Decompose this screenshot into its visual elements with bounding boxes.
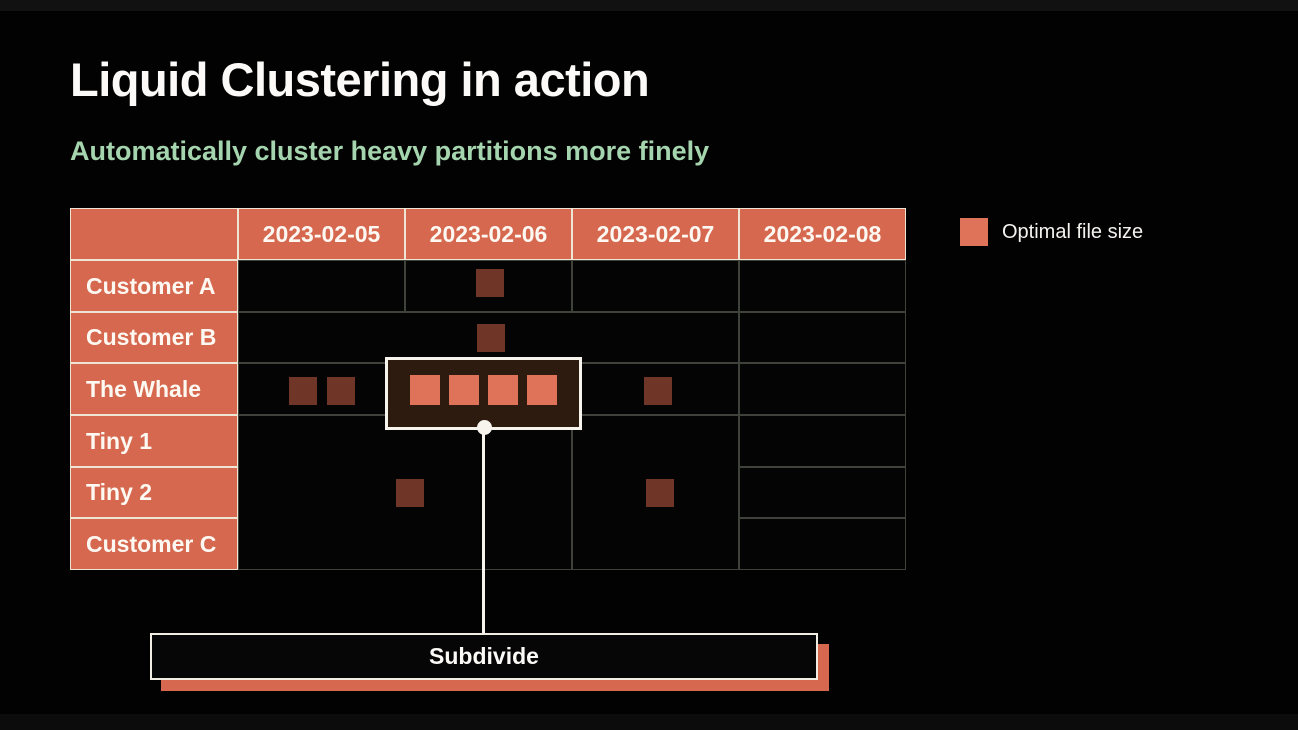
row-label-customer-a: Customer A bbox=[70, 260, 238, 312]
cell-the-whale-2023-02-07 bbox=[572, 363, 739, 415]
cell-customer-a-2023-02-05 bbox=[238, 260, 405, 312]
cell-the-whale-2023-02-05 bbox=[238, 363, 405, 415]
optimal-file-square bbox=[527, 375, 557, 405]
top-letterbox-bar bbox=[0, 0, 1298, 11]
cell-customer-a-2023-02-08 bbox=[739, 260, 906, 312]
cell-customer-a-2023-02-06 bbox=[405, 260, 572, 312]
col-header-date-2: 2023-02-06 bbox=[405, 208, 572, 260]
optimal-file-square bbox=[449, 375, 479, 405]
optimal-file-square bbox=[410, 375, 440, 405]
legend-label: Optimal file size bbox=[1002, 220, 1144, 243]
cell-tiny-rows-merged-0506 bbox=[238, 415, 572, 570]
row-label-customer-c: Customer C bbox=[70, 518, 238, 570]
cell-the-whale-2023-02-08 bbox=[739, 363, 906, 415]
row-label-the-whale: The Whale bbox=[70, 363, 238, 415]
subdivide-label: Subdivide bbox=[429, 643, 539, 669]
cell-customer-b-2023-02-08 bbox=[739, 312, 906, 363]
cell-customer-c-2023-02-08 bbox=[739, 518, 906, 570]
header-empty-cell bbox=[70, 208, 238, 260]
bottom-letterbox-bar bbox=[0, 714, 1298, 730]
cell-tiny-2-2023-02-08 bbox=[739, 467, 906, 518]
row-label-tiny-1: Tiny 1 bbox=[70, 415, 238, 467]
slide-title: Liquid Clustering in action bbox=[70, 53, 650, 106]
legend: Optimal file size bbox=[960, 218, 1143, 246]
callout-connector-line bbox=[482, 430, 485, 633]
callout-connector-dot bbox=[477, 420, 492, 435]
col-header-date-4: 2023-02-08 bbox=[739, 208, 906, 260]
cell-customer-b-merged bbox=[238, 312, 739, 363]
row-label-customer-b: Customer B bbox=[70, 312, 238, 363]
optimal-file-swatch-icon bbox=[960, 218, 988, 246]
col-header-date-3: 2023-02-07 bbox=[572, 208, 739, 260]
cell-customer-a-2023-02-07 bbox=[572, 260, 739, 312]
subdivide-highlight-box bbox=[385, 357, 582, 430]
cell-tiny-1-2023-02-08 bbox=[739, 415, 906, 467]
optimal-file-square bbox=[488, 375, 518, 405]
cell-tiny-rows-merged-07 bbox=[572, 415, 739, 570]
col-header-date-1: 2023-02-05 bbox=[238, 208, 405, 260]
row-label-tiny-2: Tiny 2 bbox=[70, 467, 238, 518]
slide-subtitle: Automatically cluster heavy partitions m… bbox=[70, 136, 710, 166]
subdivide-callout: Subdivide bbox=[150, 633, 818, 680]
